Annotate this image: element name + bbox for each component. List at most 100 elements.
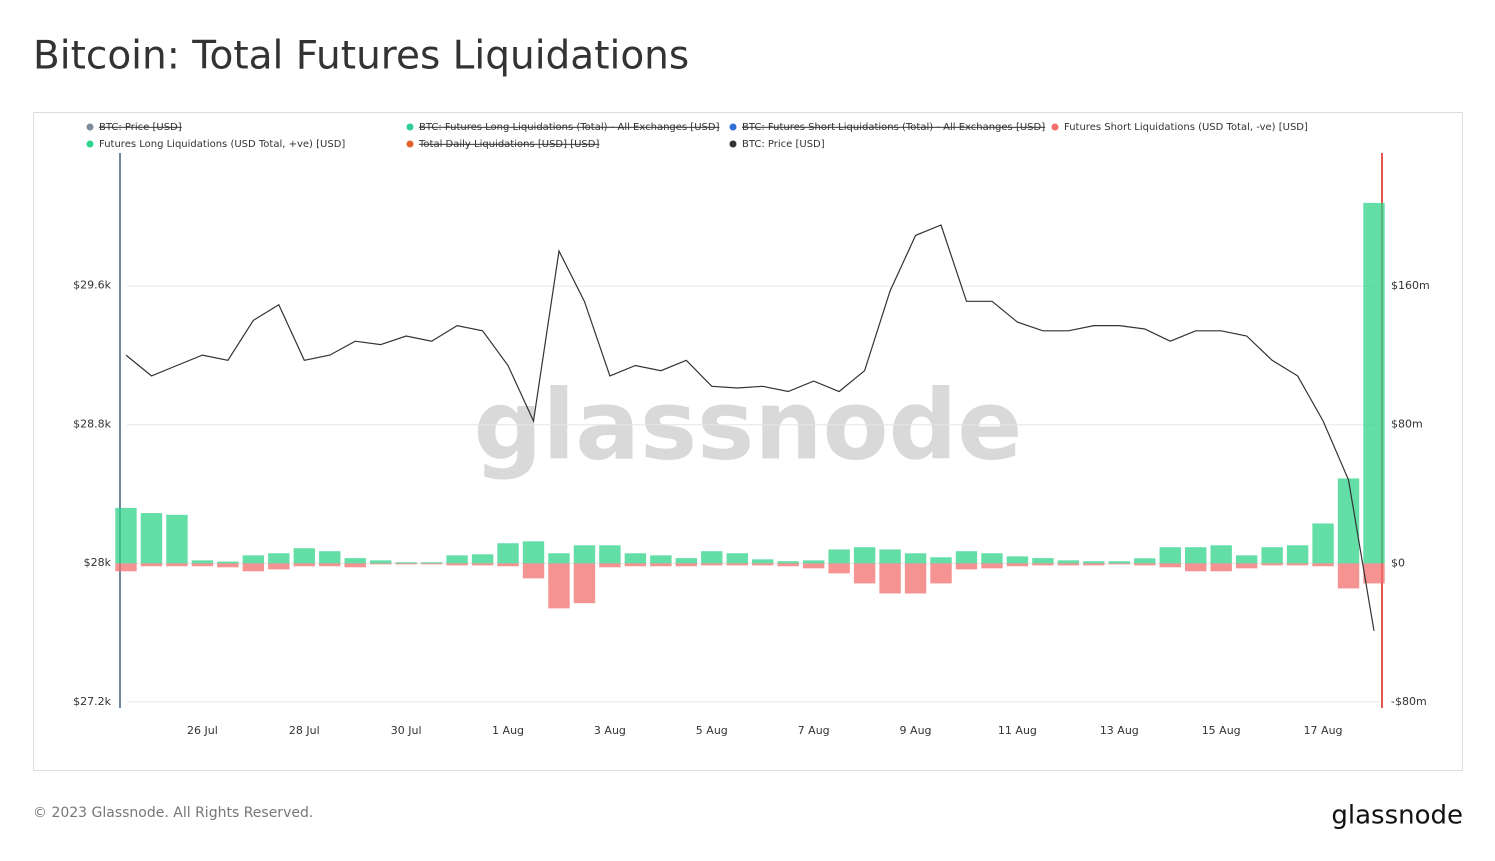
- bar: [344, 558, 366, 564]
- bar: [1210, 545, 1232, 564]
- bar: [1312, 563, 1334, 567]
- bar: [268, 553, 290, 564]
- bar: [853, 563, 876, 584]
- bar: [319, 551, 341, 564]
- bar: [701, 563, 723, 566]
- chart-frame: [33, 112, 1463, 771]
- watermark: glassnode: [474, 369, 1023, 481]
- bar: [1286, 563, 1309, 566]
- bar: [650, 563, 672, 567]
- legend-label: BTC: Price [USD]: [742, 139, 825, 150]
- bar: [1337, 563, 1360, 589]
- bar: [395, 562, 417, 564]
- legend-swatch: [406, 123, 414, 131]
- x-tick-label: 15 Aug: [1202, 724, 1241, 737]
- bar: [573, 563, 596, 604]
- bar: [1210, 563, 1232, 572]
- bar: [420, 562, 443, 564]
- bar: [369, 560, 392, 564]
- bar: [828, 549, 850, 564]
- bar: [293, 563, 315, 567]
- bar: [242, 563, 265, 572]
- bar: [930, 557, 952, 564]
- bar: [1286, 545, 1309, 564]
- y-tick-label: $28k: [84, 556, 112, 569]
- bar: [1108, 563, 1131, 565]
- bar: [726, 553, 748, 564]
- bar: [1108, 561, 1131, 564]
- bar: [752, 559, 774, 564]
- bar: [548, 563, 570, 609]
- bar: [599, 545, 621, 564]
- bar: [1159, 563, 1181, 568]
- x-tick-label: 3 Aug: [594, 724, 626, 737]
- bar: [115, 507, 137, 564]
- bar: [548, 553, 570, 564]
- legend-swatch: [1051, 123, 1059, 131]
- bar: [395, 563, 417, 565]
- bar: [904, 553, 927, 564]
- legend-label: Total Daily Liquidations [USD] [USD]: [418, 139, 599, 150]
- bar: [650, 555, 672, 564]
- x-tick-label: 30 Jul: [391, 724, 422, 737]
- y-tick-label: $27.2k: [73, 695, 111, 708]
- bar: [1032, 558, 1054, 564]
- legend-label: BTC: Futures Long Liquidations (Total) -…: [419, 122, 720, 133]
- bar: [726, 563, 748, 566]
- bar: [522, 563, 545, 579]
- x-tick-label: 1 Aug: [492, 724, 524, 737]
- bar: [140, 563, 163, 567]
- x-tick-label: 28 Jul: [289, 724, 320, 737]
- legend-label: BTC: Price [USD]: [99, 122, 182, 133]
- bar: [319, 563, 341, 567]
- legend-swatch: [406, 140, 414, 148]
- bar: [1185, 563, 1207, 572]
- bar: [1083, 561, 1105, 564]
- bar: [1006, 563, 1029, 567]
- bar: [752, 563, 774, 566]
- bar: [853, 547, 876, 564]
- legend-label: BTC: Futures Short Liquidations (Total) …: [742, 122, 1045, 133]
- bar: [675, 558, 698, 564]
- bar: [1312, 523, 1334, 564]
- y2-tick-label: $160m: [1391, 279, 1430, 292]
- bar: [191, 563, 214, 567]
- bar: [471, 563, 494, 566]
- bar: [1261, 563, 1283, 566]
- x-tick-label: 17 Aug: [1304, 724, 1343, 737]
- bar: [217, 561, 239, 564]
- bar: [1083, 563, 1105, 566]
- bar: [802, 560, 825, 564]
- bar: [344, 563, 366, 568]
- bar: [879, 563, 901, 594]
- y-tick-label: $29.6k: [73, 279, 111, 292]
- bar: [1235, 563, 1258, 569]
- y2-tick-label: $80m: [1391, 418, 1423, 431]
- bar: [955, 551, 978, 564]
- bar: [1134, 558, 1156, 564]
- chart-title: Bitcoin: Total Futures Liquidations: [33, 34, 689, 79]
- bar: [1337, 478, 1360, 564]
- legend-swatch: [729, 140, 737, 148]
- bar: [420, 563, 443, 565]
- x-tick-label: 13 Aug: [1100, 724, 1139, 737]
- bar: [930, 563, 952, 584]
- footer: © 2023 Glassnode. All Rights Reserved.: [33, 805, 313, 821]
- x-tick-label: 9 Aug: [900, 724, 932, 737]
- bar: [166, 563, 188, 567]
- bar: [217, 563, 239, 568]
- y-tick-label: $28.8k: [73, 417, 111, 430]
- bar: [879, 549, 901, 564]
- x-tick-label: 7 Aug: [798, 724, 830, 737]
- bar: [777, 563, 799, 567]
- bar: [802, 563, 825, 569]
- y2-tick-label: -$80m: [1391, 695, 1427, 708]
- bar: [904, 563, 927, 594]
- bar: [955, 563, 978, 570]
- bar: [1159, 547, 1181, 564]
- bar: [166, 514, 188, 564]
- bar: [1057, 560, 1080, 564]
- price-line: [125, 224, 1375, 631]
- bar: [624, 553, 647, 564]
